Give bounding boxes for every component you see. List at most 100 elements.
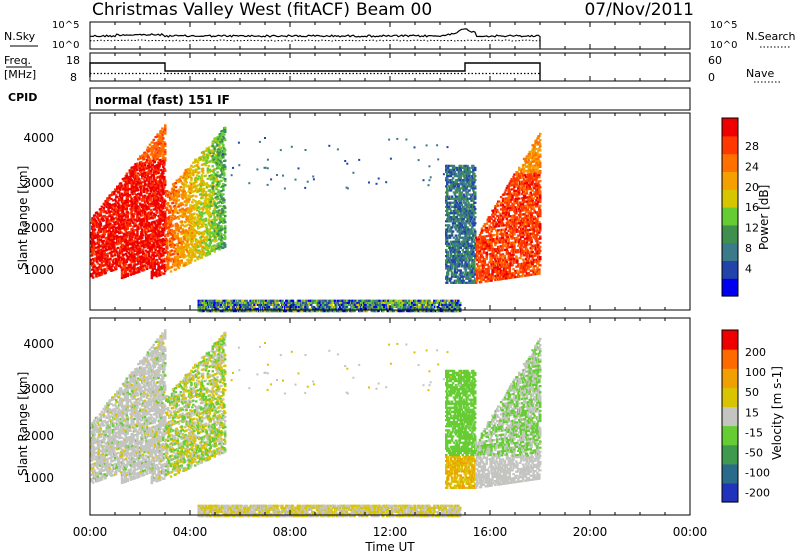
power-cell	[194, 255, 197, 258]
power-cell	[183, 190, 186, 193]
power-cell	[167, 217, 171, 221]
power-cell	[135, 263, 138, 266]
power-cell	[224, 165, 227, 168]
power-cell	[446, 179, 450, 182]
power-cell	[334, 310, 337, 313]
power-cell	[161, 197, 164, 200]
power-cell	[148, 158, 152, 161]
power-cell	[217, 148, 220, 151]
power-cell	[442, 305, 446, 309]
power-cell	[224, 229, 227, 232]
power-cell	[141, 242, 145, 245]
power-cell	[138, 178, 141, 181]
power-cell	[105, 269, 108, 272]
power-cell	[145, 239, 149, 242]
power-cell	[408, 303, 411, 306]
power-cell	[164, 142, 167, 145]
power-cell	[201, 208, 205, 211]
power-cell	[219, 192, 222, 195]
power-cell	[446, 191, 449, 194]
power-cell	[160, 209, 163, 212]
power-cell	[121, 215, 125, 218]
power-cell	[149, 237, 153, 240]
power-cell	[166, 241, 169, 244]
power-cell	[162, 172, 165, 175]
power-cell	[148, 225, 152, 228]
power-cell	[159, 222, 162, 225]
power-cell	[178, 241, 181, 244]
power-cell	[111, 259, 114, 262]
power-cell	[147, 170, 151, 173]
power-cell	[102, 245, 105, 249]
power-cell	[216, 163, 219, 166]
power-cell	[99, 214, 103, 217]
power-cell	[204, 190, 208, 194]
power-cell	[190, 234, 193, 237]
power-cell	[446, 177, 449, 180]
power-cell	[446, 279, 449, 282]
power-cell	[151, 182, 154, 185]
power-cell	[205, 239, 209, 242]
power-cell	[118, 256, 122, 259]
power-cell	[324, 301, 327, 304]
power-cell	[177, 211, 181, 214]
power-cell	[451, 230, 455, 233]
power-cell	[126, 198, 129, 202]
power-cell	[166, 206, 169, 209]
power-cell	[452, 273, 456, 276]
power-cell	[187, 219, 190, 222]
power-cell	[143, 225, 147, 228]
power-cell	[203, 301, 206, 304]
noise-search-trace	[89, 39, 541, 42]
power-cell	[152, 138, 155, 141]
power-cell	[223, 172, 226, 175]
power-cell	[131, 170, 134, 173]
power-cell	[102, 206, 105, 210]
power-cell	[202, 181, 206, 184]
power-cell	[180, 181, 183, 184]
power-cell	[141, 258, 145, 262]
power-cell	[217, 166, 220, 169]
power-cell	[212, 303, 216, 306]
power-cell	[125, 205, 129, 208]
power-cell	[149, 176, 153, 179]
power-cell	[120, 223, 124, 226]
power-cell	[157, 237, 160, 240]
power-cell	[164, 151, 167, 154]
power-cell	[155, 232, 158, 235]
power-cell	[175, 200, 179, 203]
power-cell	[192, 165, 195, 169]
power-cell	[324, 299, 327, 302]
power-cell	[161, 135, 164, 138]
power-cell	[135, 210, 138, 213]
power-cell	[208, 154, 211, 157]
power-cell	[113, 221, 116, 224]
power-cell	[448, 307, 451, 311]
power-cell	[184, 194, 187, 197]
power-cell	[113, 250, 116, 253]
power-cell	[173, 215, 177, 218]
power-cell	[254, 310, 257, 313]
power-cell	[96, 233, 100, 236]
power-cell	[176, 255, 180, 258]
power-cell	[218, 221, 221, 224]
power-cell	[448, 234, 452, 237]
power-cell	[98, 218, 102, 221]
power-cell	[308, 299, 311, 302]
power-cell	[360, 301, 363, 304]
power-cell	[216, 310, 220, 313]
power-cell	[266, 301, 270, 304]
power-cell	[145, 200, 149, 203]
power-cell	[219, 133, 222, 136]
power-cell	[370, 310, 374, 313]
power-cell	[158, 192, 161, 195]
power-cell	[176, 236, 180, 239]
power-cell	[419, 301, 423, 304]
power-cell	[196, 209, 199, 212]
power-cell	[192, 174, 195, 177]
power-cell	[178, 264, 181, 267]
power-cell	[445, 205, 448, 208]
power-cell	[450, 232, 454, 235]
power-cell	[133, 182, 136, 185]
power-cell	[162, 157, 165, 160]
